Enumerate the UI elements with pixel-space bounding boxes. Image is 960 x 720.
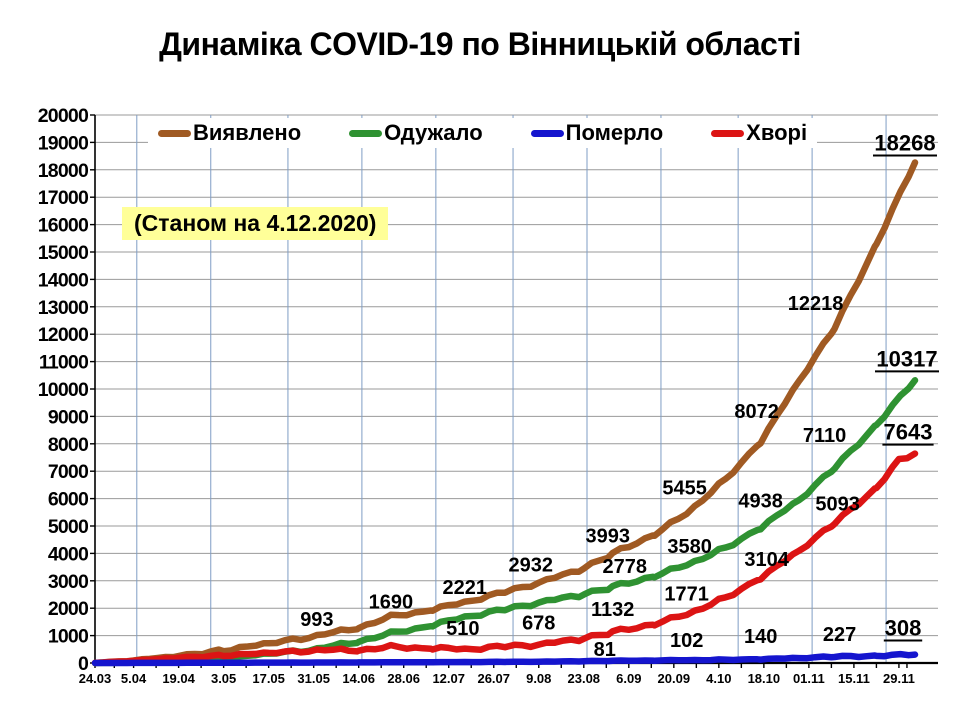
y-tick-label: 19000 [38,132,89,154]
x-tick-label: 18.10 [748,671,781,686]
chart-title: Динаміка COVID-19 по Вінницькій області [159,26,801,62]
x-tick-label: 4.10 [706,671,731,686]
final-label-died: 308 [885,616,922,641]
data-label-died: 140 [744,626,777,648]
y-tick-label: 8000 [48,434,89,456]
active-line-swatch-icon [711,129,745,137]
data-label-active: 678 [522,612,555,634]
x-tick-label: 14.06 [342,671,375,686]
legend-item-active: Хворі [711,120,807,146]
as-of-date-annotation: (Станом на 4.12.2020) [122,207,389,240]
data-label-detected: 1690 [369,592,414,614]
x-tick-label: 28.06 [387,671,420,686]
legend-item-detected: Виявлено [158,120,301,146]
final-label-detected: 18268 [874,130,935,155]
final-label-recovered: 10317 [876,346,937,371]
y-tick-label: 9000 [48,406,89,428]
vertical-gridlines [136,115,887,663]
x-tick-label: 24.03 [79,671,112,686]
y-tick-label: 13000 [38,297,89,319]
final-label-active: 7643 [884,420,933,445]
y-tick-label: 11000 [39,352,89,374]
labels-active: 510 678 1132 1771 3104 5093 7643 [446,420,934,640]
data-label-died: 102 [670,630,703,652]
labels-died: 81 102 140 227 308 [594,616,923,661]
data-label-active: 5093 [815,493,860,515]
line-detected [91,159,919,667]
data-label-active: 1132 [591,599,634,621]
data-label-active: 510 [446,618,479,640]
data-label-died: 227 [823,624,856,646]
data-label-died: 81 [594,639,616,661]
line-active [91,450,919,667]
data-label-recovered: 4938 [738,491,783,513]
x-tick-label: 29.11 [883,671,915,686]
y-tick-label: 7000 [48,461,89,483]
x-tick-label: 31.05 [297,671,330,686]
x-axis-labels: 24.03 5.04 19.04 3.05 17.05 31.05 14.06 28.06 12… [79,663,915,686]
x-tick-label: 15.11 [838,671,870,686]
chart-legend: Виявлено Одужало Померло Хворі [148,118,818,148]
legend-label-recovered: Одужало [384,120,483,145]
y-tick-label: 12000 [38,324,89,346]
data-label-active: 1771 [664,583,709,605]
line-died [91,650,919,667]
data-label-detected: 993 [300,609,333,631]
data-label-detected: 12218 [788,293,844,315]
data-label-recovered: 2778 [602,556,647,578]
x-tick-label: 20.09 [658,671,691,686]
x-tick-label: 6.09 [616,671,641,686]
x-tick-label: 12.07 [432,671,465,686]
line-recovered [91,377,919,667]
legend-label-active: Хворі [746,120,808,145]
y-tick-label: 14000 [38,269,89,291]
legend-item-died: Померло [530,120,664,146]
y-axis-labels: 0 1000 2000 3000 4000 5000 6000 7000 8000 9000 100… [38,105,95,675]
x-tick-label: 17.05 [252,671,285,686]
y-tick-label: 20000 [38,105,89,127]
x-tick-label: 23.08 [568,671,601,686]
data-label-detected: 2932 [509,555,554,577]
y-tick-label: 15000 [38,242,89,264]
y-tick-label: 0 [78,653,89,675]
y-tick-label: 6000 [48,489,89,511]
labels-detected: 993 1690 2221 2932 3993 5455 8072 12218 18268 [300,130,937,631]
y-tick-label: 18000 [38,160,89,182]
legend-label-died: Померло [565,120,664,145]
data-label-active: 3104 [744,549,789,571]
data-label-detected: 3993 [585,526,630,548]
data-label-detected: 5455 [662,478,707,500]
x-tick-label: 5.04 [121,671,147,686]
x-tick-label: 19.04 [162,671,195,686]
x-tick-label: 9.08 [526,671,551,686]
data-label-recovered: 3580 [667,536,712,558]
recovered-line-swatch-icon [349,129,383,137]
died-line-swatch-icon [530,129,564,137]
data-label-detected: 8072 [734,401,779,423]
legend-item-recovered: Одужало [349,120,483,146]
y-tick-label: 17000 [38,187,89,209]
y-tick-label: 5000 [48,516,89,538]
data-label-recovered: 7110 [803,425,846,447]
y-tick-label: 10000 [38,379,89,401]
y-tick-label: 16000 [38,215,89,237]
y-tick-label: 4000 [48,543,89,565]
y-tick-label: 1000 [48,626,89,648]
labels-recovered: 2778 3580 4938 7110 10317 [602,346,939,578]
y-tick-label: 2000 [48,598,89,620]
detected-line-swatch-icon [158,129,191,137]
x-tick-label: 26.07 [477,671,510,686]
legend-label-detected: Виявлено [193,120,302,145]
x-tick-label: 3.05 [211,671,236,686]
y-tick-label: 3000 [48,571,89,593]
data-label-detected: 2221 [443,577,488,599]
x-tick-label: 01.11 [793,671,825,686]
